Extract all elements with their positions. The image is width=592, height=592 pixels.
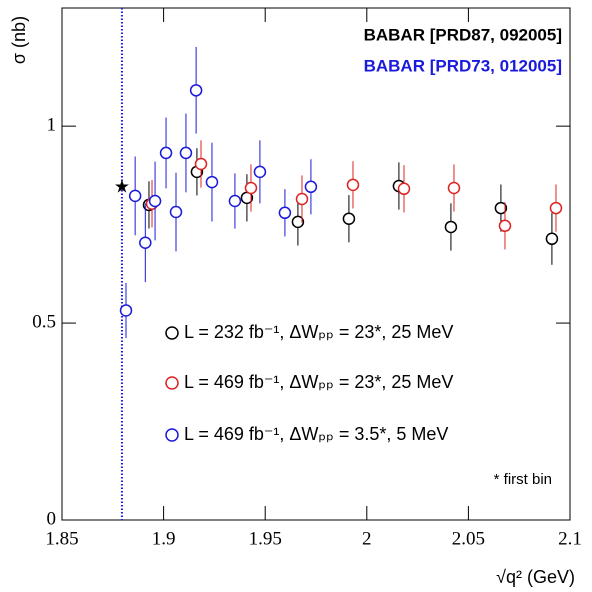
x-tick-label: 2.1 [558,528,582,549]
data-point [494,201,508,215]
data-point [278,206,292,220]
y-tick-label: 0.5 [32,311,56,332]
data-point [397,182,411,196]
data-point [253,165,267,179]
data-point [291,215,305,229]
data-point [179,146,193,160]
data-point [189,84,203,97]
data-point [159,146,173,160]
legend-label: L = 469 fb⁻¹, ΔWₚₚ = 23*, 25 MeV [184,372,453,392]
plot-frame [61,7,571,521]
data-point [346,178,360,192]
data-point [295,192,309,206]
x-tick-label: 1.95 [249,528,282,549]
data-point [194,157,208,171]
data-point [444,220,458,234]
y-tick-label: 0 [47,508,57,529]
x-tick-label: 2 [362,528,372,549]
data-point [342,212,356,225]
data-point [447,181,461,195]
legend-marker [165,326,179,340]
star-marker: ★ [114,177,130,197]
x-tick-label: 1.9 [152,528,176,549]
data-point [244,181,258,195]
legend-label: L = 232 fb⁻¹, ΔWₚₚ = 23*, 25 MeV [184,322,453,342]
y-axis-label: σ (nb) [9,16,29,64]
x-axis-label: √q² (GeV) [496,567,575,587]
x-tick-label: 2.05 [452,528,485,549]
y-tick-label: 1 [47,115,57,136]
legend-marker [165,376,179,390]
x-tick-label: 1.85 [45,528,78,549]
data-point [545,232,559,246]
legend-label: L = 469 fb⁻¹, ΔWₚₚ = 3.5*, 5 MeV [184,424,448,444]
data-point [304,180,318,194]
data-point [498,219,512,233]
data-point [169,205,183,219]
legend-marker [165,428,179,442]
footnote: * first bin [494,471,552,488]
data-point [128,189,142,203]
data-point [148,194,162,208]
data-point [139,236,152,249]
data-point [205,175,219,189]
data-point [228,194,242,208]
reference-label: BABAR [PRD87, 092005] [364,25,562,44]
data-point [119,304,133,317]
data-point [549,201,563,215]
reference-label: BABAR [PRD73, 012005] [364,56,562,75]
